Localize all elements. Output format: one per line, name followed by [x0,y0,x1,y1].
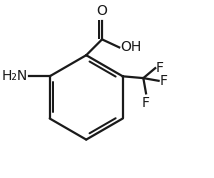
Text: H₂N: H₂N [2,69,28,83]
Text: F: F [156,61,164,75]
Text: F: F [142,96,150,111]
Text: O: O [97,4,107,18]
Text: F: F [159,74,168,88]
Text: OH: OH [120,40,141,54]
